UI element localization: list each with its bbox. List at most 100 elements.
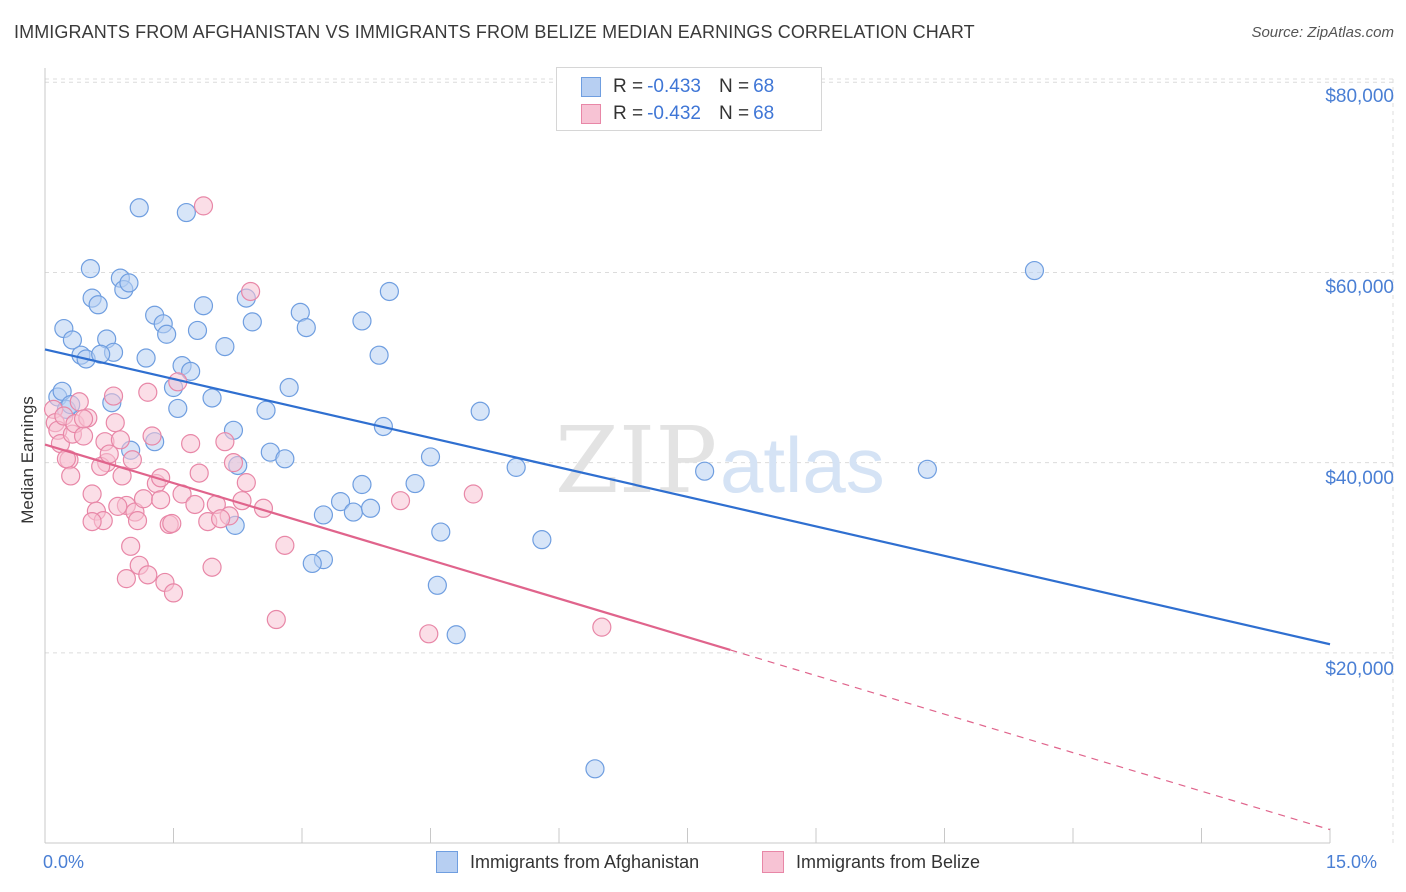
data-point-afghanistan [585, 759, 605, 779]
data-point-afghanistan [181, 361, 201, 381]
legend-series-label: Immigrants from Belize [796, 851, 981, 872]
data-point-afghanistan [405, 473, 425, 494]
legend-n-value: 68 [753, 76, 775, 97]
x-tick-label: 0.0% [43, 852, 85, 872]
data-point-afghanistan [275, 449, 295, 469]
data-point-belize [193, 196, 214, 216]
legend-n-label: N = [718, 103, 750, 124]
data-point-afghanistan [352, 474, 372, 495]
data-point-afghanistan [193, 296, 214, 316]
legend-row-afghanistan: R = -0.433 N = 68 [581, 75, 774, 99]
data-point-afghanistan [202, 388, 222, 408]
data-point-belize [108, 496, 128, 516]
data-point-belize [127, 511, 148, 531]
data-point-afghanistan [62, 330, 83, 350]
data-point-belize [151, 468, 171, 488]
chart-source: Source: ZipAtlas.com [1251, 24, 1394, 41]
chart-title: IMMIGRANTS FROM AFGHANISTAN VS IMMIGRANT… [14, 22, 975, 42]
data-point-afghanistan [215, 337, 235, 357]
data-point-afghanistan [427, 575, 447, 595]
trend-line-extension-belize [730, 649, 1331, 831]
legend-swatch-blue [436, 851, 458, 873]
data-point-belize [61, 466, 81, 486]
data-point-afghanistan [313, 505, 334, 525]
legend-r-label: R = [613, 76, 644, 97]
data-point-afghanistan [446, 625, 466, 645]
data-point-belize [133, 489, 154, 509]
data-point-afghanistan [470, 401, 490, 421]
trend-line-afghanistan [44, 348, 1331, 646]
data-point-belize [82, 484, 102, 504]
data-point-belize [69, 392, 89, 412]
data-point-afghanistan [302, 553, 322, 574]
data-point-belize [236, 473, 256, 493]
correlation-legend: R = -0.433 N = 68 R = -0.432 N = 68 [556, 67, 822, 131]
data-point-belize [73, 409, 94, 429]
data-point-belize [592, 617, 612, 637]
data-point-afghanistan [506, 457, 526, 477]
data-point-belize [73, 426, 94, 446]
data-point-afghanistan [88, 295, 108, 315]
y-tick-label: $40,000 [1325, 468, 1394, 489]
data-point-afghanistan [352, 311, 372, 331]
data-point-belize [138, 565, 158, 585]
legend-swatch-pink [581, 104, 601, 124]
data-point-belize [163, 583, 184, 603]
legend-item-belize: Immigrants from Belize [762, 851, 980, 873]
data-point-afghanistan [129, 198, 149, 218]
data-point-afghanistan [279, 377, 299, 398]
data-point-afghanistan [420, 447, 441, 467]
data-point-belize [181, 434, 201, 454]
data-point-belize [189, 463, 209, 483]
trend-line-belize [44, 443, 731, 652]
data-point-belize [121, 536, 141, 556]
data-point-belize [105, 413, 125, 433]
data-point-afghanistan [157, 324, 177, 344]
data-point-afghanistan [187, 320, 208, 341]
data-point-afghanistan [431, 522, 451, 542]
data-point-afghanistan [168, 398, 188, 419]
data-point-belize [223, 453, 244, 473]
legend-series-label: Immigrants from Afghanistan [470, 851, 700, 872]
data-point-belize [138, 382, 158, 402]
data-point-belize [202, 557, 222, 577]
data-point-belize [99, 444, 119, 464]
data-point-afghanistan [330, 492, 351, 512]
data-point-belize [82, 511, 102, 532]
data-point-afghanistan [136, 348, 156, 368]
data-point-afghanistan [80, 259, 101, 279]
watermark-atlas: atlas [720, 421, 885, 509]
data-point-afghanistan [369, 345, 389, 365]
data-point-afghanistan [242, 312, 262, 332]
data-point-afghanistan [176, 202, 196, 223]
data-point-belize [162, 513, 182, 534]
data-point-afghanistan [532, 530, 552, 550]
data-point-belize [185, 494, 205, 515]
x-tick-label: 15.0% [1326, 852, 1378, 872]
data-point-belize [142, 426, 162, 446]
data-point-afghanistan [379, 281, 399, 302]
data-point-afghanistan [343, 502, 363, 522]
data-point-afghanistan [256, 400, 276, 420]
data-point-afghanistan [917, 459, 937, 479]
watermark-zip: ZIP [555, 407, 717, 514]
data-point-belize [266, 609, 286, 630]
data-point-belize [241, 281, 261, 302]
legend-n-value: 68 [753, 103, 775, 124]
legend-r-value: -0.433 [647, 76, 701, 97]
data-point-belize [390, 491, 411, 511]
legend-r-label: R = [613, 103, 644, 124]
data-point-belize [215, 432, 235, 452]
data-point-belize [122, 450, 142, 470]
data-point-afghanistan [1024, 260, 1045, 281]
legend-swatch-blue [581, 77, 601, 97]
data-point-afghanistan [695, 461, 715, 481]
data-point-belize [110, 430, 130, 450]
data-point-afghanistan [119, 273, 139, 293]
data-point-belize [463, 484, 483, 504]
data-point-belize [151, 490, 171, 510]
data-point-belize [116, 569, 136, 589]
data-point-afghanistan [360, 498, 381, 518]
legend-r-value: -0.432 [647, 103, 701, 124]
legend-item-afghanistan: Immigrants from Afghanistan [436, 851, 699, 873]
